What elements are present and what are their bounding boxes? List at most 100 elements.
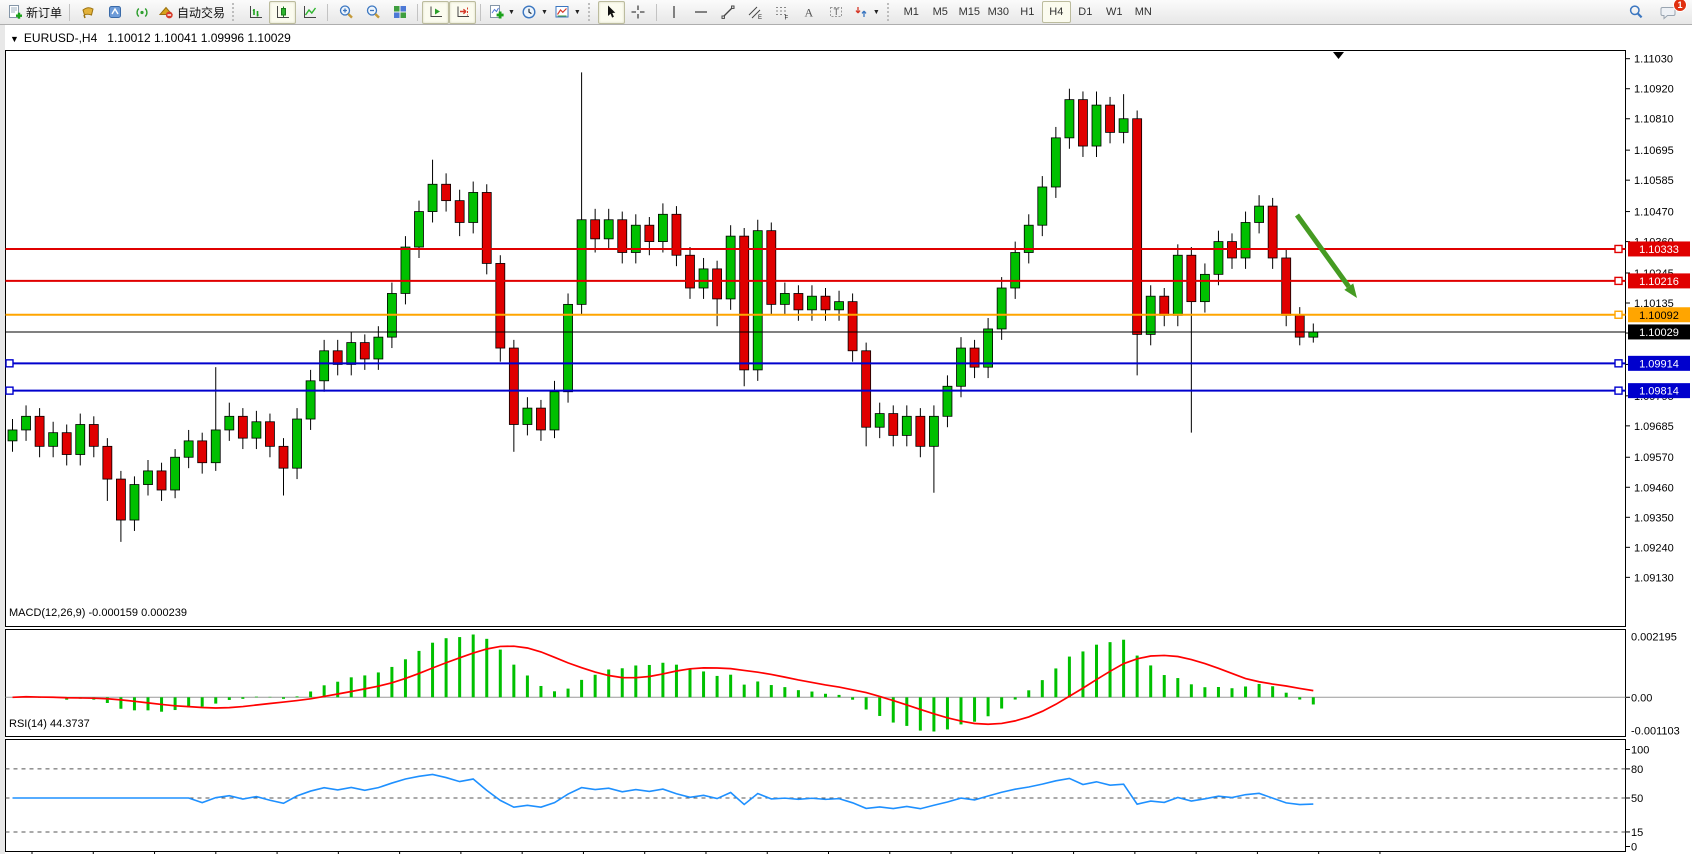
candle-up bbox=[143, 470, 153, 485]
notifications-button[interactable]: 1 bbox=[1655, 0, 1687, 24]
chart-shift-button[interactable] bbox=[449, 0, 477, 24]
arrows-button[interactable]: ▼ bbox=[850, 1, 883, 24]
svg-text:A: A bbox=[805, 6, 814, 20]
price-badge bbox=[1628, 241, 1690, 257]
candle-up bbox=[251, 421, 262, 439]
periods-dropdown-caret[interactable]: ▼ bbox=[540, 8, 548, 16]
candle-down bbox=[61, 432, 72, 455]
rsi-level-label: 0 bbox=[1631, 842, 1637, 854]
trend-arrow[interactable] bbox=[1294, 213, 1351, 289]
line-handle[interactable] bbox=[1614, 310, 1623, 319]
macd-signal-line bbox=[12, 645, 1314, 726]
tile-windows-icon bbox=[393, 6, 406, 18]
line-handle[interactable] bbox=[1614, 359, 1623, 368]
timeframe-M15[interactable]: M15 bbox=[958, 6, 980, 18]
price-badge-label: 1.10029 bbox=[1639, 327, 1679, 339]
chart-title: ▼ EURUSD-,H4 1.10012 1.10041 1.09996 1.100… bbox=[10, 31, 291, 45]
symbol-dropdown-icon[interactable]: ▼ bbox=[10, 34, 19, 44]
indicators-icon bbox=[490, 5, 504, 19]
price-tick-label: 1.09130 bbox=[1634, 572, 1674, 584]
timeframe-M30[interactable]: M30 bbox=[987, 6, 1009, 18]
line-handle[interactable] bbox=[1614, 244, 1623, 254]
candle-up bbox=[996, 287, 1007, 330]
rsi-level-label: 100 bbox=[1631, 745, 1649, 757]
alerts-button[interactable] bbox=[74, 1, 101, 24]
templates-dropdown-caret[interactable]: ▼ bbox=[573, 8, 581, 16]
autotrading-icon bbox=[158, 6, 174, 19]
candle-up bbox=[400, 246, 411, 294]
timeframe-M1[interactable]: M1 bbox=[903, 6, 919, 18]
line-chart-button[interactable] bbox=[296, 1, 323, 24]
timeframe-H1[interactable]: H1 bbox=[1020, 6, 1035, 18]
vertical-line-button[interactable] bbox=[661, 1, 688, 24]
rsi-value: 44.3737 bbox=[49, 718, 90, 730]
metaeditor-icon bbox=[108, 6, 121, 18]
line-handle[interactable] bbox=[1614, 276, 1623, 286]
price-tick-label: 1.09350 bbox=[1634, 512, 1674, 524]
candle-up bbox=[956, 347, 966, 387]
new-order-button[interactable]: 新订单 bbox=[4, 1, 65, 24]
line-handle[interactable] bbox=[5, 359, 14, 368]
candle-up bbox=[807, 295, 817, 311]
arrows-dropdown-caret[interactable]: ▼ bbox=[872, 8, 880, 16]
templates-button[interactable]: ▼ bbox=[551, 1, 584, 24]
zoom-in-button[interactable] bbox=[332, 1, 359, 24]
price-badge bbox=[1628, 273, 1690, 289]
cursor-button[interactable] bbox=[597, 0, 625, 24]
rsi-panel[interactable] bbox=[5, 739, 1626, 852]
crosshair-button[interactable] bbox=[625, 1, 652, 24]
candle-down bbox=[88, 424, 99, 447]
timeframe-H4[interactable]: H4 bbox=[1041, 1, 1071, 23]
timeframe-W1[interactable]: W1 bbox=[1106, 6, 1123, 18]
main-price-panel[interactable] bbox=[5, 50, 1626, 627]
indicators-dropdown-caret[interactable]: ▼ bbox=[508, 8, 515, 16]
trendline-button[interactable] bbox=[715, 1, 742, 24]
candle-up bbox=[603, 219, 614, 240]
autotrading-button[interactable]: 自动交易 bbox=[155, 1, 228, 24]
periods-button[interactable]: ▼ bbox=[518, 1, 551, 24]
signals-button[interactable] bbox=[128, 1, 155, 24]
price-tick-label: 1.11030 bbox=[1634, 54, 1673, 66]
candle-up bbox=[1023, 224, 1034, 253]
line-handle[interactable] bbox=[5, 386, 14, 395]
auto-scroll-button[interactable] bbox=[422, 0, 450, 24]
candle-up bbox=[305, 380, 316, 420]
candle-down bbox=[34, 415, 45, 447]
zoom-in-icon bbox=[339, 5, 353, 19]
line-handle[interactable] bbox=[1614, 386, 1623, 395]
tile-windows-button[interactable] bbox=[386, 1, 413, 24]
candle-down bbox=[969, 347, 980, 368]
zoom-out-button[interactable] bbox=[359, 1, 386, 24]
channel-button[interactable]: E bbox=[742, 1, 769, 24]
candlestick-chart-icon bbox=[276, 6, 289, 18]
candle-up bbox=[427, 183, 438, 212]
price-tick-label: 1.09570 bbox=[1634, 452, 1674, 464]
fibonacci-button[interactable]: F bbox=[769, 1, 796, 24]
bar-chart-button[interactable] bbox=[242, 1, 269, 24]
rsi-level-label: 50 bbox=[1631, 793, 1643, 805]
macd-name: MACD(12,26,9) bbox=[9, 607, 86, 619]
timeframe-D1[interactable]: D1 bbox=[1078, 6, 1093, 18]
candle-down bbox=[1159, 295, 1170, 316]
price-badge-label: 1.09914 bbox=[1639, 358, 1679, 370]
timeframe-M5[interactable]: M5 bbox=[932, 6, 948, 18]
candle-up bbox=[1010, 252, 1021, 289]
indicators-button[interactable]: ▼ bbox=[485, 1, 518, 24]
search-button[interactable] bbox=[1622, 1, 1649, 24]
chart-shift-marker-icon[interactable] bbox=[1333, 52, 1344, 59]
text-button[interactable]: A bbox=[796, 1, 823, 24]
trend-arrow-head[interactable] bbox=[1344, 283, 1357, 298]
label-button[interactable]: T bbox=[823, 1, 850, 24]
horizontal-line-icon bbox=[695, 11, 708, 13]
candle-up bbox=[549, 391, 560, 431]
timeframe-MN[interactable]: MN bbox=[1134, 6, 1152, 18]
toolbar-grip bbox=[587, 3, 594, 21]
horizontal-line-button[interactable] bbox=[688, 1, 715, 24]
candlestick-chart-button[interactable] bbox=[269, 0, 297, 24]
metaeditor-button[interactable] bbox=[101, 1, 128, 24]
candle-down bbox=[1186, 254, 1197, 303]
candle-up bbox=[874, 413, 885, 428]
candle-up bbox=[373, 336, 384, 360]
candle-down bbox=[685, 254, 695, 289]
